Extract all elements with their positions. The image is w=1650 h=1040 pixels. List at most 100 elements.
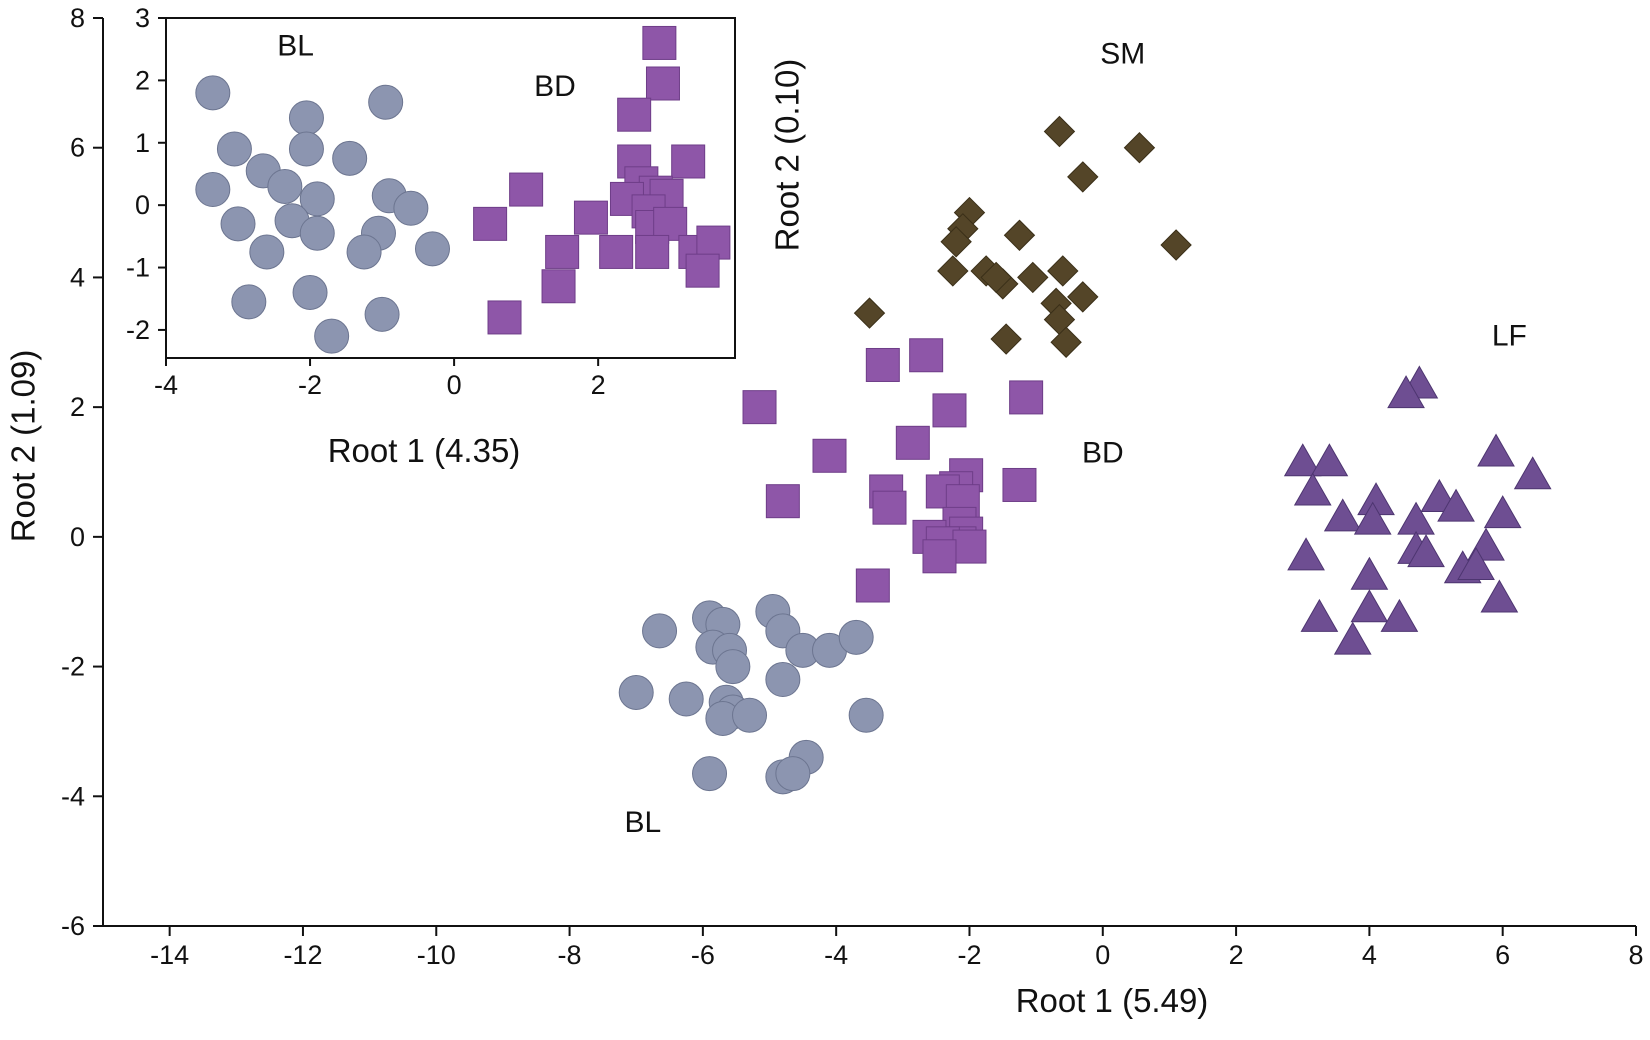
main-x-tick-label: 4 <box>1362 940 1377 970</box>
main-point-lf <box>1310 443 1349 477</box>
main-series-bd <box>742 338 1044 603</box>
inset-point-bl <box>414 231 450 267</box>
main-x-tick-label: 6 <box>1495 940 1510 970</box>
inset-series-bd <box>473 25 731 335</box>
inset-point-bl <box>249 234 285 270</box>
main-x-tick-label: 0 <box>1095 940 1110 970</box>
main-group-label-sm: SM <box>1100 37 1145 70</box>
inset-point-bd <box>487 300 522 335</box>
inset-point-bl <box>267 168 303 204</box>
main-point-sm <box>1160 229 1192 261</box>
main-point-sm <box>937 255 969 287</box>
inset-point-bd <box>645 66 680 101</box>
inset-point-bl <box>368 84 404 120</box>
inset-point-bl <box>364 296 400 332</box>
main-point-bd <box>932 393 967 428</box>
main-x-tick-label: -8 <box>558 940 582 970</box>
main-point-lf <box>1407 534 1445 568</box>
main-point-bd <box>895 425 930 460</box>
main-y-tick-label: 6 <box>70 133 85 163</box>
main-point-sm <box>1067 161 1099 193</box>
main-point-lf <box>1437 488 1475 522</box>
main-point-bd <box>952 529 987 564</box>
inset-y-tick-label: -2 <box>126 315 150 345</box>
main-point-bl <box>692 756 728 792</box>
main-x-tick-label: 8 <box>1628 940 1643 970</box>
main-point-bd <box>812 438 847 473</box>
main-point-lf <box>1513 456 1552 490</box>
main-point-bl <box>838 619 874 655</box>
inset-series-bl <box>195 75 450 354</box>
main-point-lf <box>1483 495 1522 529</box>
main-point-bd <box>1009 380 1044 415</box>
main-point-bl <box>668 681 704 717</box>
main-point-bd <box>865 347 900 382</box>
main-point-sm <box>1123 132 1156 164</box>
inset-point-bd <box>509 172 544 207</box>
main-point-bl <box>732 697 768 733</box>
main-point-bl <box>642 613 678 649</box>
main-x-tick-label: -14 <box>150 940 189 970</box>
inset-y-axis-title: Root 2 (0.10) <box>769 59 806 252</box>
main-y-tick-label: 8 <box>70 3 85 33</box>
inset-point-bd <box>671 144 706 179</box>
main-y-tick-label: -6 <box>61 911 85 941</box>
inset-x-axis-title: Root 1 (4.35) <box>328 432 521 469</box>
main-y-tick-label: 4 <box>70 262 85 292</box>
main-series-bl <box>618 593 884 795</box>
main-point-lf <box>1387 375 1425 409</box>
main-series-sm <box>853 115 1192 358</box>
main-point-bl <box>618 675 654 711</box>
main-point-sm <box>980 261 1012 294</box>
main-x-tick-label: -10 <box>417 940 456 970</box>
main-y-tick-label: -4 <box>61 781 85 811</box>
main-point-lf <box>1353 501 1392 535</box>
main-point-bl <box>848 697 884 733</box>
inset-point-bd <box>573 200 608 235</box>
inset-point-bd <box>635 234 670 269</box>
inset-point-bl <box>216 131 252 167</box>
main-point-bl <box>765 662 801 698</box>
main-x-tick-label: -2 <box>957 940 981 970</box>
inset-point-bl <box>292 274 328 310</box>
main-point-bd <box>922 539 957 574</box>
main-y-tick-label: -2 <box>61 652 85 682</box>
main-point-sm <box>1067 281 1099 313</box>
inset-group-label-bl: BL <box>277 29 314 62</box>
inset-point-bl <box>288 131 324 167</box>
inset-point-bl <box>299 215 335 251</box>
inset-point-bl <box>220 206 256 242</box>
main-point-sm <box>940 226 972 258</box>
main-point-sm <box>853 297 886 329</box>
inset-point-bl <box>231 284 267 320</box>
main-point-lf <box>1300 598 1339 632</box>
main-group-label-bl: BL <box>625 806 662 839</box>
main-point-bl <box>775 756 811 792</box>
main-group-label-lf: LF <box>1492 320 1527 353</box>
main-point-bl <box>715 649 751 685</box>
main-point-bd <box>765 484 800 519</box>
main-y-tick-label: 0 <box>70 522 85 552</box>
main-point-sm <box>1017 261 1049 294</box>
inset-point-bl <box>314 318 350 354</box>
main-point-lf <box>1333 621 1372 655</box>
inset-group-label-bd: BD <box>534 70 576 103</box>
main-y-axis-title: Root 2 (1.09) <box>5 350 42 543</box>
main-point-lf <box>1323 498 1362 532</box>
main-x-tick-label: -12 <box>283 940 322 970</box>
inset-point-bl <box>195 75 231 111</box>
main-point-sm <box>1047 255 1079 287</box>
main-point-lf <box>1350 589 1389 623</box>
inset-point-bd <box>545 234 580 269</box>
inset-point-bd <box>685 253 720 288</box>
inset-point-bl <box>195 172 231 208</box>
main-point-lf <box>1283 443 1322 477</box>
main-point-lf <box>1480 579 1519 613</box>
main-point-sm <box>1003 219 1036 251</box>
inset-point-bl <box>346 234 382 270</box>
main-point-lf <box>1287 537 1325 571</box>
main-point-lf <box>1293 472 1332 506</box>
inset-x-tick-label: -4 <box>154 370 178 400</box>
